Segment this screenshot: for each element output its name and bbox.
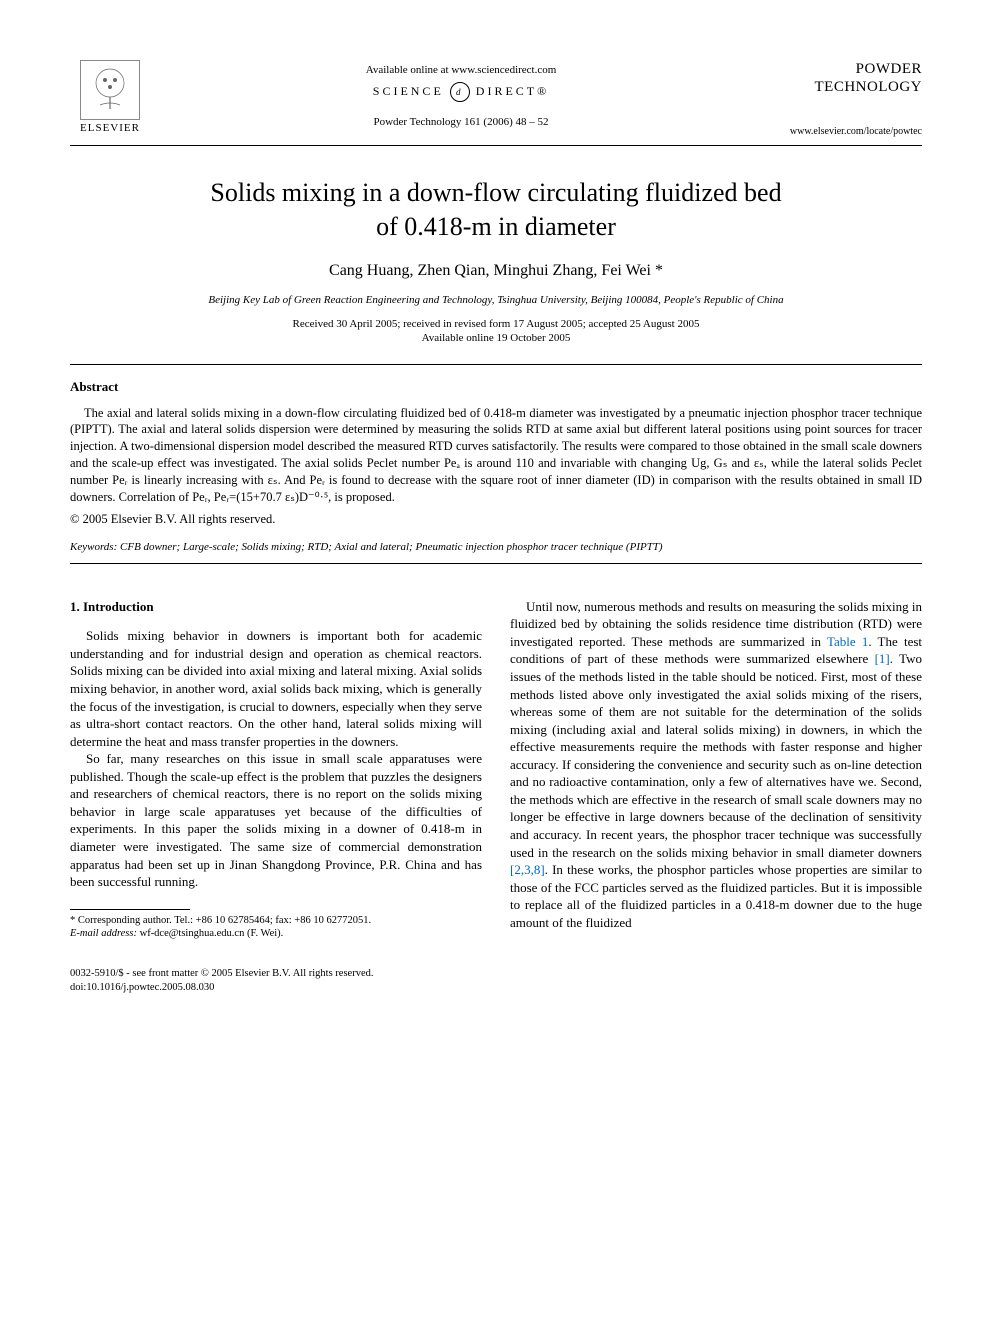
ref-238-link[interactable]: [2,3,8]: [510, 862, 545, 877]
keywords-text: CFB downer; Large-scale; Solids mixing; …: [117, 541, 662, 553]
abstract-top-rule: [70, 364, 922, 365]
intro-para-1: Solids mixing behavior in downers is imp…: [70, 627, 482, 750]
received-dates: Received 30 April 2005; received in revi…: [70, 318, 922, 330]
page-footer: 0032-5910/$ - see front matter © 2005 El…: [70, 967, 922, 994]
journal-logo-block: POWDER TECHNOLOGY www.elsevier.com/locat…: [772, 60, 922, 137]
title-line2: of 0.418-m in diameter: [376, 212, 616, 241]
publisher-name: ELSEVIER: [80, 122, 140, 134]
affiliation: Beijing Key Lab of Green Reaction Engine…: [70, 294, 922, 306]
page-header: ELSEVIER Available online at www.science…: [70, 60, 922, 137]
ref-1-link[interactable]: [1]: [875, 651, 890, 666]
corresponding-author-footnote: * Corresponding author. Tel.: +86 10 627…: [70, 914, 482, 941]
email-label: E-mail address:: [70, 928, 137, 939]
table-1-link[interactable]: Table 1: [827, 634, 868, 649]
author-list: Cang Huang, Zhen Qian, Minghui Zhang, Fe…: [70, 262, 922, 280]
footnote-email-line: E-mail address: wf-dce@tsinghua.edu.cn (…: [70, 927, 482, 941]
email-value: wf-dce@tsinghua.edu.cn (F. Wei).: [137, 928, 283, 939]
abstract-body: The axial and lateral solids mixing in a…: [70, 405, 922, 506]
journal-name-line2: TECHNOLOGY: [772, 78, 922, 96]
sd-glyph-icon: d: [450, 82, 470, 102]
intro-para-3: Until now, numerous methods and results …: [510, 598, 922, 931]
p3-d: . In these works, the phosphor particles…: [510, 862, 922, 930]
center-header: Available online at www.sciencedirect.co…: [150, 60, 772, 128]
left-column: 1. Introduction Solids mixing behavior i…: [70, 598, 482, 941]
footnote-rule: [70, 909, 190, 910]
sd-right: DIRECT®: [476, 84, 549, 98]
abstract-bottom-rule: [70, 563, 922, 564]
section-1-heading: 1. Introduction: [70, 598, 482, 616]
elsevier-tree-icon: [80, 60, 140, 120]
body-columns: 1. Introduction Solids mixing behavior i…: [70, 598, 922, 941]
footnote-corr: * Corresponding author. Tel.: +86 10 627…: [70, 914, 482, 928]
publisher-logo: ELSEVIER: [70, 60, 150, 134]
online-date: Available online 19 October 2005: [70, 332, 922, 344]
p3-c: . Two issues of the methods listed in th…: [510, 651, 922, 859]
keywords-label: Keywords:: [70, 541, 117, 553]
footer-line1: 0032-5910/$ - see front matter © 2005 El…: [70, 967, 922, 981]
sd-left: SCIENCE: [373, 84, 444, 98]
keywords-line: Keywords: CFB downer; Large-scale; Solid…: [70, 541, 922, 553]
available-online-text: Available online at www.sciencedirect.co…: [150, 64, 772, 76]
abstract-text: The axial and lateral solids mixing in a…: [70, 405, 922, 506]
article-title: Solids mixing in a down-flow circulating…: [70, 176, 922, 244]
intro-para-2: So far, many researches on this issue in…: [70, 750, 482, 890]
abstract-heading: Abstract: [70, 379, 922, 395]
journal-name-line1: POWDER: [772, 60, 922, 78]
header-rule: [70, 145, 922, 146]
footer-line2: doi:10.1016/j.powtec.2005.08.030: [70, 981, 922, 995]
sciencedirect-logo: SCIENCE d DIRECT®: [150, 82, 772, 102]
journal-reference: Powder Technology 161 (2006) 48 – 52: [150, 116, 772, 128]
journal-url: www.elsevier.com/locate/powtec: [772, 126, 922, 137]
title-line1: Solids mixing in a down-flow circulating…: [210, 178, 781, 207]
right-column: Until now, numerous methods and results …: [510, 598, 922, 941]
abstract-copyright: © 2005 Elsevier B.V. All rights reserved…: [70, 512, 922, 527]
